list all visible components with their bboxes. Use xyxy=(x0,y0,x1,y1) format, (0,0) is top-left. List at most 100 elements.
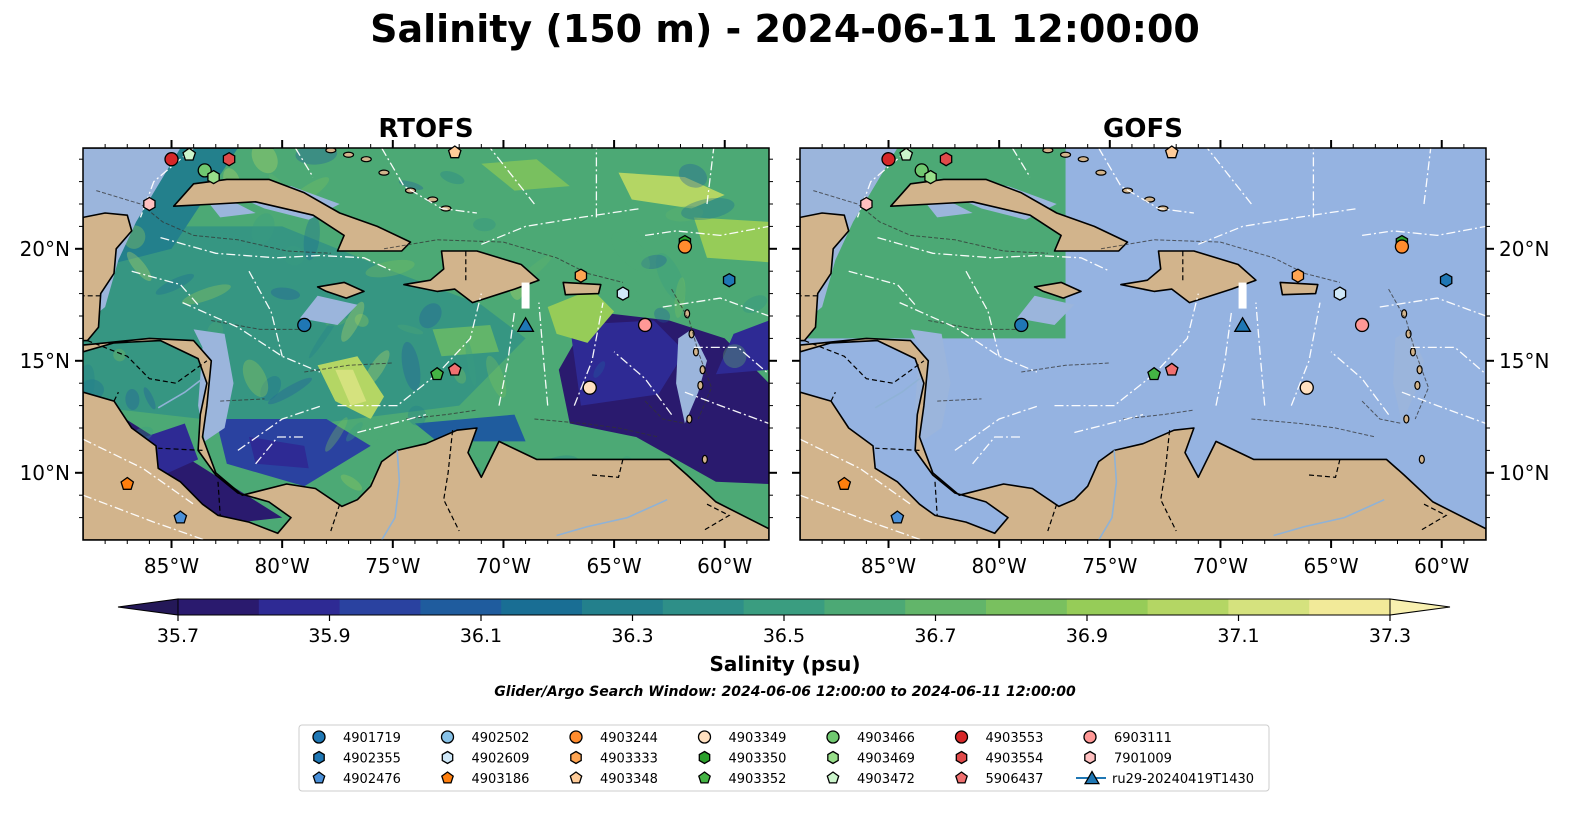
river xyxy=(1273,498,1385,537)
colorbar-tick-label: 36.1 xyxy=(460,625,502,647)
marker-4902355 xyxy=(722,272,736,288)
colorbar-bin xyxy=(420,599,502,615)
field-region xyxy=(335,369,367,406)
field-eddy xyxy=(303,215,320,261)
legend-item: 4903352 xyxy=(698,771,786,787)
land-island xyxy=(686,414,693,424)
field-eddy xyxy=(465,339,477,387)
eez-line xyxy=(800,438,911,505)
colorbar-bin xyxy=(258,599,341,615)
eez-line xyxy=(899,302,1038,373)
field-eddy xyxy=(308,312,341,359)
river xyxy=(157,378,203,409)
eez-line xyxy=(965,270,1000,357)
legend-marker xyxy=(698,771,711,784)
legend-marker xyxy=(313,750,325,765)
eez-line xyxy=(1423,148,1432,205)
eez-line xyxy=(131,270,199,306)
colorbar-bin xyxy=(501,599,583,615)
marker-4902476 xyxy=(173,510,188,524)
eez-line xyxy=(693,346,769,375)
legend-label: 4901719 xyxy=(343,731,401,746)
legend-item: 4903350 xyxy=(698,750,787,767)
marker-7901009 xyxy=(860,196,873,212)
eez-line xyxy=(684,391,769,425)
eez-line xyxy=(662,297,769,317)
border-line xyxy=(113,391,119,402)
eez-line xyxy=(481,207,641,245)
marker-4903472 xyxy=(899,147,914,161)
marker-ru29-20240419T1430 xyxy=(1233,316,1252,332)
field-eddy xyxy=(641,254,667,270)
border-line xyxy=(1308,459,1341,478)
x-tick-label: 70°W xyxy=(1193,554,1248,578)
legend-item: 4903244 xyxy=(569,730,658,746)
legend-item: 4903554 xyxy=(955,750,1043,767)
field-eddy xyxy=(346,422,363,442)
colorbar-tick-label: 37.3 xyxy=(1369,625,1411,647)
legend-marker xyxy=(955,750,968,765)
land-hispaniola xyxy=(403,250,540,304)
map-panel-gofs: GOFS 85°W 80°W 75°W 70°W 65°W 60°W 20°N 15°N 10°N xyxy=(792,114,1549,578)
eez-line xyxy=(489,148,535,205)
legend-item: 4903466 xyxy=(826,730,915,746)
marker-5906437 xyxy=(1164,362,1179,376)
marker-4903352 xyxy=(1147,366,1161,381)
eez-boundaries xyxy=(83,148,769,540)
field-eddy xyxy=(143,387,156,410)
shelf-area xyxy=(1016,295,1075,325)
legend-label: 4903350 xyxy=(729,752,787,767)
legend-item: 4901719 xyxy=(312,730,401,746)
legend-label: 4903348 xyxy=(600,772,658,787)
marker-4903349 xyxy=(1299,380,1314,395)
land-florida xyxy=(800,148,992,149)
land-island xyxy=(342,151,355,158)
marker-4901719 xyxy=(1014,317,1029,333)
marker-6903111 xyxy=(637,317,653,333)
x-tick-label: 85°W xyxy=(861,554,916,578)
y-tick-label: 20°N xyxy=(1499,237,1549,261)
marker-4902609 xyxy=(1333,286,1347,301)
legend-marker xyxy=(826,730,840,744)
marker-4903352 xyxy=(430,366,444,381)
shelf-area xyxy=(1393,329,1424,424)
country-borders xyxy=(83,251,731,532)
eez-line xyxy=(1290,302,1321,406)
field-region xyxy=(618,172,725,209)
field-eddy xyxy=(440,171,465,185)
legend-label: 4902502 xyxy=(472,731,530,746)
field-eddy xyxy=(363,350,390,387)
land-island xyxy=(360,156,372,163)
contour-line xyxy=(937,398,982,402)
colorbar: 35.7 35.9 36.1 36.3 36.5 36.7 36.9 37.1 37.3 xyxy=(117,598,1451,647)
eez-line xyxy=(877,236,1111,272)
land-jamaica xyxy=(316,281,365,299)
legend-marker xyxy=(955,771,968,784)
river xyxy=(556,498,668,537)
land-island xyxy=(1077,156,1089,163)
legend-item: 4902609 xyxy=(441,750,529,767)
shelf-area xyxy=(299,295,358,325)
land-island xyxy=(325,148,337,154)
x-tick-label: 75°W xyxy=(1082,554,1137,578)
legend-frame xyxy=(298,724,1270,792)
contour-line xyxy=(383,239,624,283)
field-eddy xyxy=(260,376,282,401)
marker-4903472 xyxy=(182,147,197,161)
rivers xyxy=(874,378,1385,540)
marker-4903186 xyxy=(837,476,852,490)
colorbar-extend-high xyxy=(1389,598,1451,616)
field-region xyxy=(715,320,769,375)
x-tick-label: 65°W xyxy=(586,554,641,578)
eez-line xyxy=(573,302,604,406)
legend-label: ru29-20240419T1430 xyxy=(1112,772,1254,787)
map-panel-rtofs: RTOFS 85°W 80°W 75°W 70°W 65°W 60°W 20°N 15°N 10°… xyxy=(20,114,777,578)
marker-4903554 xyxy=(222,151,236,167)
land-island xyxy=(1059,151,1072,158)
legend-marker xyxy=(570,750,582,765)
country-borders xyxy=(800,251,1448,532)
border-line xyxy=(1419,503,1448,532)
legend-label: 4902355 xyxy=(343,752,401,767)
field-eddy xyxy=(681,198,735,220)
field-eddy xyxy=(354,313,369,327)
